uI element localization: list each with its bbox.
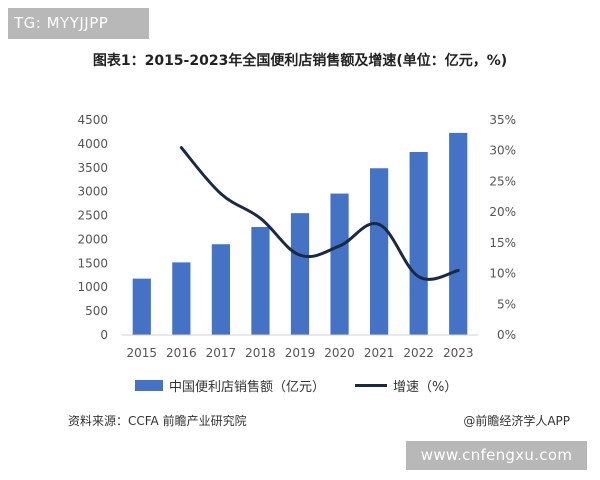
y-left-tick-label: 4500 (77, 113, 108, 127)
y-right-tick-label: 20% (489, 205, 516, 219)
credit-note: @前瞻经济学人APP (463, 414, 570, 428)
bar-2023 (449, 132, 468, 335)
legend-item-sales: 中国便利店销售额（亿元） (135, 376, 325, 395)
y-left-tick-label: 0 (100, 328, 108, 342)
bar-2016 (172, 262, 191, 335)
y-right-tick-label: 15% (489, 236, 516, 250)
source-note: 资料来源：CCFA 前瞻产业研究院 (68, 414, 247, 428)
x-tick-label: 2021 (364, 346, 395, 360)
website-badge: www.cnfengxu.com (406, 441, 587, 470)
y-left-tick-label: 3500 (77, 161, 108, 175)
bar-2015 (132, 278, 151, 335)
y-left-tick-label: 4000 (77, 137, 108, 151)
y-right-tick-label: 0% (497, 328, 516, 342)
bar-2018 (251, 227, 270, 335)
chart-title: 图表1：2015-2023年全国便利店销售额及增速(单位：亿元，%) (92, 53, 508, 69)
x-tick-label: 2019 (285, 346, 316, 360)
y-right-tick-label: 30% (489, 144, 516, 158)
bar-2017 (211, 244, 230, 335)
y-left-tick-label: 3000 (77, 185, 108, 199)
x-tick-label: 2020 (324, 346, 355, 360)
x-tick-label: 2023 (443, 346, 474, 360)
legend-bar-swatch (135, 380, 163, 391)
x-tick-label: 2016 (166, 346, 197, 360)
legend-item-growth: 增速（%） (355, 376, 457, 395)
y-left-tick-label: 500 (85, 304, 108, 318)
tg-badge: TG: MYYJJPP (8, 8, 149, 39)
y-left-tick-label: 1000 (77, 280, 108, 294)
x-tick-label: 2015 (127, 346, 158, 360)
y-right-tick-label: 5% (497, 297, 516, 311)
x-tick-label: 2017 (206, 346, 237, 360)
bar-2020 (330, 193, 349, 335)
x-tick-label: 2018 (245, 346, 276, 360)
bar-2022 (409, 152, 428, 335)
y-left-tick-label: 1500 (77, 256, 108, 270)
bar-2019 (290, 213, 310, 335)
chart-legend: 中国便利店销售额（亿元） 增速（%） (0, 376, 600, 396)
chart-area: 0 500 1000 1500 2000 2500 3000 3500 4000 4500 0% 5%… (77, 113, 516, 360)
legend-growth-label: 增速（%） (393, 380, 458, 395)
x-tick-label: 2022 (403, 346, 434, 360)
y-right-tick-label: 25% (489, 174, 516, 188)
growth-line (179, 146, 460, 281)
y-right-tick-label: 35% (489, 113, 516, 127)
y-left-tick-label: 2000 (77, 232, 108, 246)
y-left-tick-label: 2500 (77, 209, 108, 223)
legend-line-swatch (355, 384, 387, 387)
legend-sales-label: 中国便利店销售额（亿元） (169, 380, 326, 395)
bar-2021 (370, 168, 389, 335)
y-right-tick-label: 10% (489, 267, 516, 281)
